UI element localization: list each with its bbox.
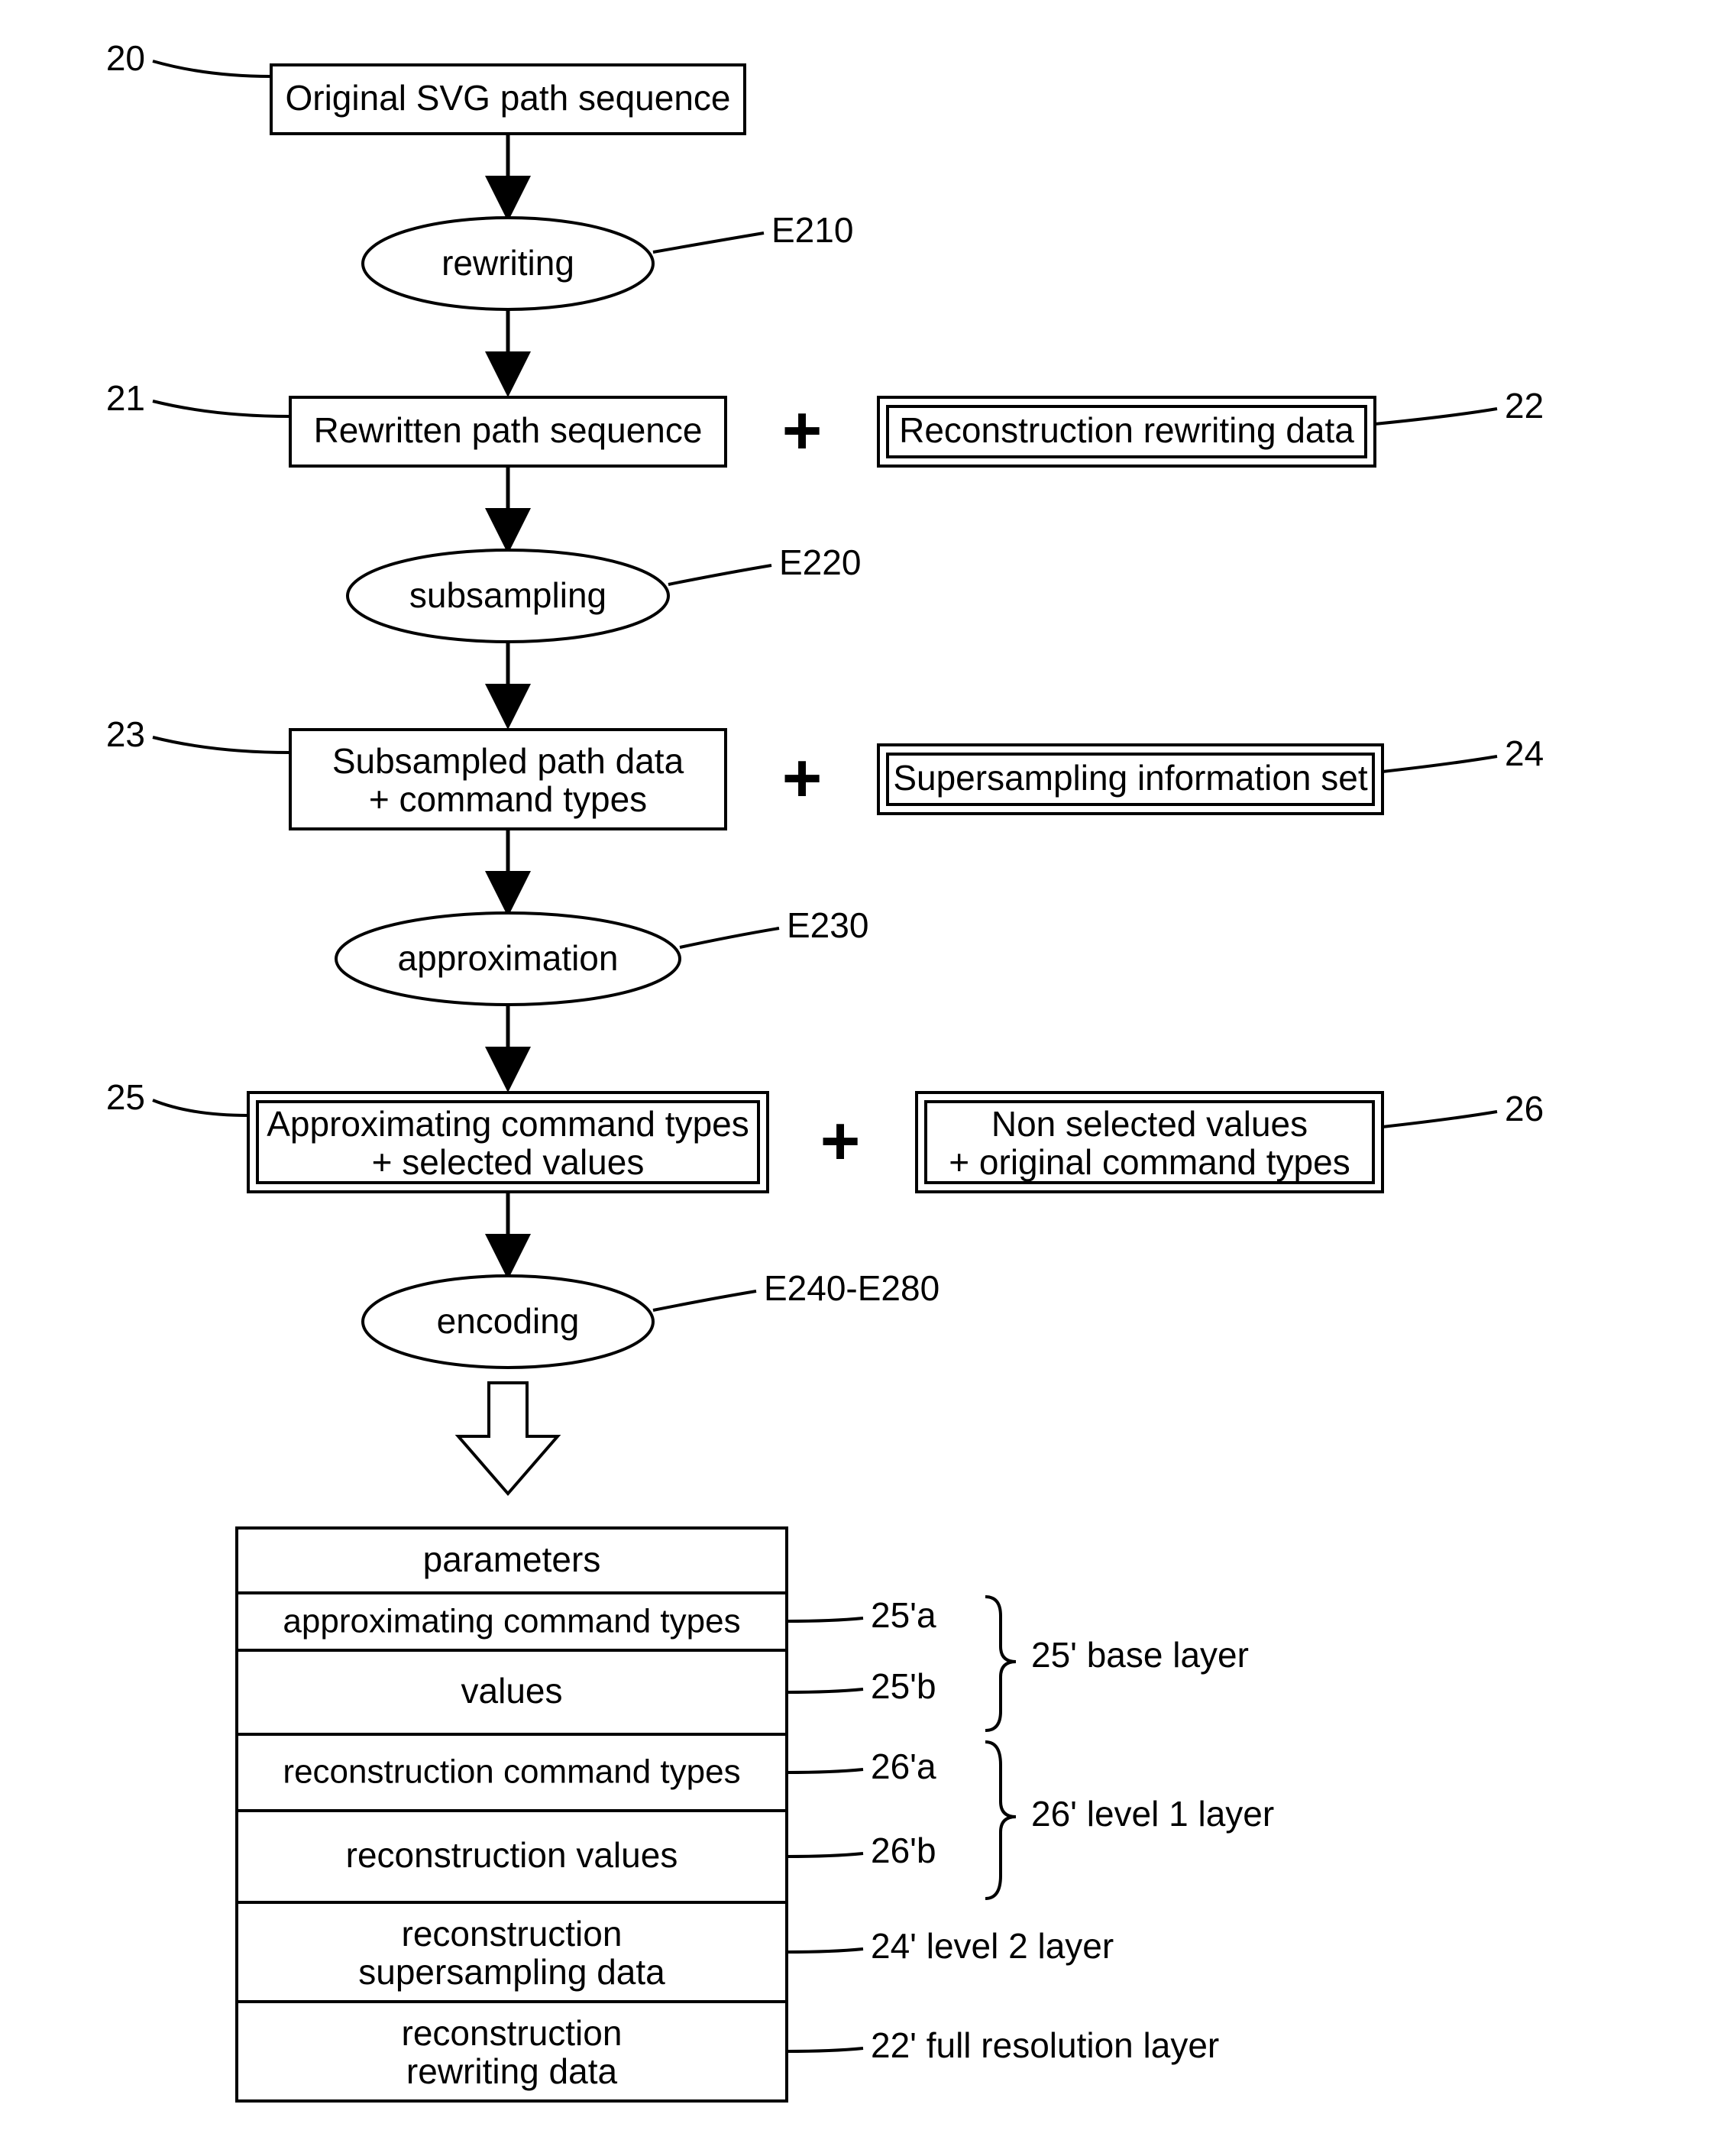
node-e210-ref: E210 — [771, 210, 853, 250]
table-row-label: reconstruction — [402, 2013, 623, 2053]
brace-icon — [985, 1597, 1016, 1730]
node-e220: subsampling E220 — [348, 542, 861, 642]
brace-label: 26' level 1 layer — [1031, 1794, 1274, 1834]
node-24-ref: 24 — [1505, 733, 1544, 773]
table-row-ref: 26'b — [871, 1831, 936, 1870]
node-23-label-1: Subsampled path data — [332, 741, 684, 781]
node-e230: approximation E230 — [336, 905, 868, 1005]
flowchart-diagram: Original SVG path sequence 20 rewriting … — [0, 0, 1727, 2156]
node-25-label-1: Approximating command types — [267, 1104, 749, 1144]
node-e240: encoding E240-E280 — [363, 1268, 940, 1368]
plus-icon: + — [782, 740, 823, 817]
node-26-label-2: + original command types — [949, 1142, 1350, 1182]
node-23-label-2: + command types — [369, 779, 647, 819]
table-row-ref: 22' full resolution layer — [871, 2025, 1219, 2065]
table-row-ref: 25'b — [871, 1666, 936, 1706]
output-table: parameters approximating command types 2… — [237, 1528, 1274, 2101]
node-22: Reconstruction rewriting data 22 — [878, 386, 1544, 466]
table-row-label: approximating command types — [283, 1603, 740, 1640]
node-21-label: Rewritten path sequence — [314, 410, 703, 450]
node-e230-ref: E230 — [787, 905, 868, 945]
table-row-label: values — [461, 1671, 563, 1711]
node-23: Subsampled path data + command types 23 — [106, 714, 726, 829]
plus-icon: + — [782, 393, 823, 469]
node-25-ref: 25 — [106, 1077, 145, 1117]
node-26: Non selected values + original command t… — [917, 1089, 1544, 1192]
brace-label: 25' base layer — [1031, 1635, 1249, 1675]
node-26-ref: 26 — [1505, 1089, 1544, 1128]
node-26-label-1: Non selected values — [991, 1104, 1308, 1144]
plus-icon: + — [820, 1103, 861, 1180]
table-row-ref: 25'a — [871, 1595, 936, 1635]
node-21: Rewritten path sequence 21 — [106, 378, 726, 466]
node-20-ref: 20 — [106, 38, 145, 78]
node-23-ref: 23 — [106, 714, 145, 754]
table-row-label: parameters — [423, 1539, 601, 1579]
node-22-label: Reconstruction rewriting data — [899, 410, 1354, 450]
node-25: Approximating command types + selected v… — [106, 1077, 768, 1192]
node-20-label: Original SVG path sequence — [285, 78, 730, 118]
table-row-label: rewriting data — [406, 2051, 618, 2091]
node-e220-ref: E220 — [779, 542, 861, 582]
table-row-label: reconstruction — [402, 1914, 623, 1954]
node-e210-label: rewriting — [441, 243, 574, 283]
node-e230-label: approximation — [398, 938, 619, 978]
block-arrow-icon — [458, 1383, 558, 1494]
node-e210: rewriting E210 — [363, 210, 853, 309]
node-20: Original SVG path sequence 20 — [106, 38, 745, 134]
node-24: Supersampling information set 24 — [878, 733, 1544, 814]
table-row-label: supersampling data — [358, 1952, 665, 1992]
node-25-label-2: + selected values — [372, 1142, 645, 1182]
brace-icon — [985, 1742, 1016, 1899]
node-24-label: Supersampling information set — [893, 758, 1368, 798]
node-22-ref: 22 — [1505, 386, 1544, 426]
table-row-ref: 24' level 2 layer — [871, 1926, 1114, 1966]
node-e240-ref: E240-E280 — [764, 1268, 940, 1308]
node-e220-label: subsampling — [409, 575, 606, 615]
table-row-label: reconstruction command types — [283, 1753, 740, 1791]
node-e240-label: encoding — [437, 1301, 580, 1341]
table-row-label: reconstruction values — [346, 1835, 678, 1875]
table-row-ref: 26'a — [871, 1746, 936, 1786]
node-21-ref: 21 — [106, 378, 145, 418]
